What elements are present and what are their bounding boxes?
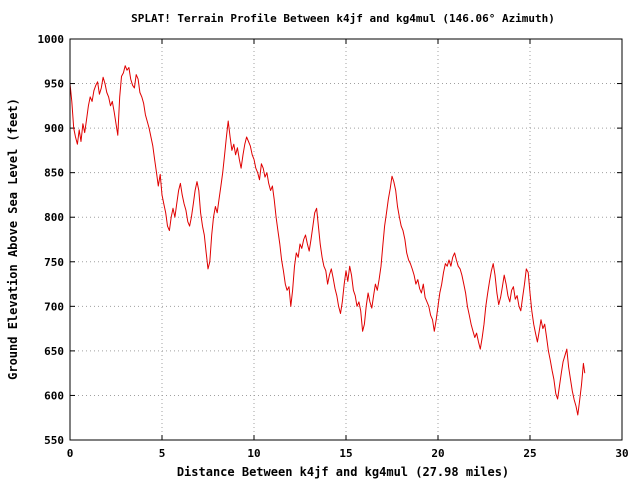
x-axis-label: Distance Between k4jf and kg4mul (27.98 … <box>177 465 509 479</box>
x-tick-label-20: 20 <box>431 447 444 460</box>
x-tick-label-10: 10 <box>247 447 260 460</box>
y-tick-label-900: 900 <box>44 122 64 135</box>
y-tick-label-600: 600 <box>44 389 64 402</box>
x-tick-label-25: 25 <box>523 447 536 460</box>
y-tick-label-700: 700 <box>44 300 64 313</box>
y-tick-label-1000: 1000 <box>38 33 65 46</box>
y-tick-label-550: 550 <box>44 434 64 447</box>
x-tick-label-30: 30 <box>615 447 628 460</box>
axis-tick-labels: 0 5 10 15 20 25 30 550 600 650 700 750 800 850 900 950 1… <box>38 33 629 460</box>
y-tick-label-750: 750 <box>44 256 64 269</box>
terrain-profile-line <box>69 65 586 416</box>
y-tick-label-650: 650 <box>44 345 64 358</box>
y-axis-label: Ground Elevation Above Sea Level (feet) <box>6 98 20 380</box>
y-tick-label-950: 950 <box>44 78 64 91</box>
y-tick-label-850: 850 <box>44 167 64 180</box>
plot-frame <box>69 38 623 441</box>
x-tick-label-15: 15 <box>339 447 352 460</box>
x-tick-label-0: 0 <box>67 447 74 460</box>
y-tick-label-800: 800 <box>44 211 64 224</box>
grid-lines <box>70 39 622 440</box>
series-layer <box>69 65 586 416</box>
chart-title: SPLAT! Terrain Profile Between k4jf and … <box>131 12 555 25</box>
x-tick-label-5: 5 <box>159 447 166 460</box>
